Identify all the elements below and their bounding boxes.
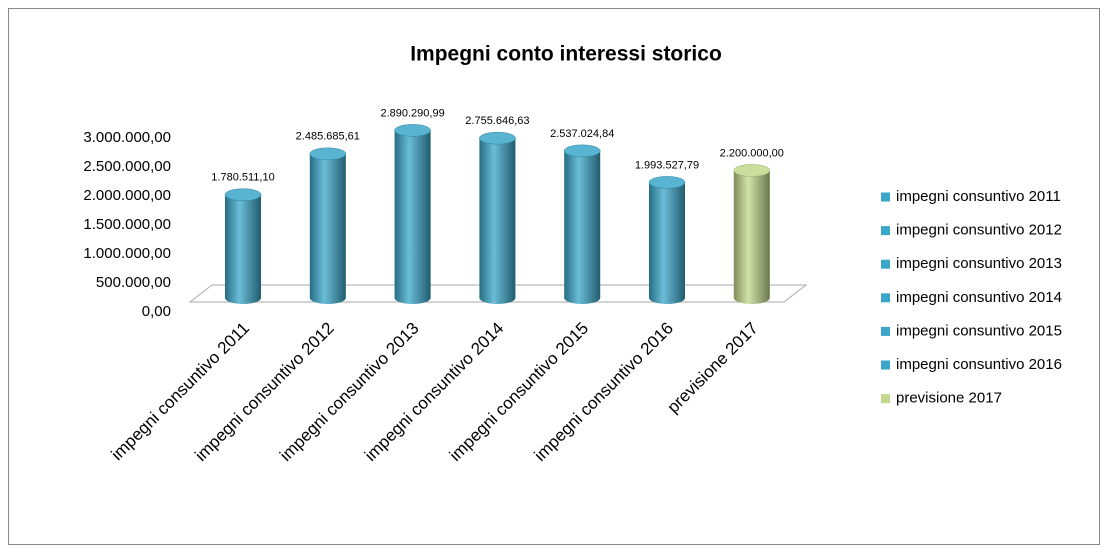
y-tick-label: 3.000.000,00 xyxy=(83,129,171,146)
cylinder xyxy=(394,124,431,304)
value-label: 2.200.000,00 xyxy=(720,147,784,159)
value-label: 2.890.290,99 xyxy=(380,107,444,119)
cylinder-body xyxy=(564,150,601,298)
cylinder-top xyxy=(224,188,262,201)
legend-swatch xyxy=(881,226,890,236)
y-tick-label: 2.500.000,00 xyxy=(83,158,171,175)
y-tick-label: 0,00 xyxy=(142,303,171,320)
cylinder-body xyxy=(225,194,261,298)
value-label: 2.485.685,61 xyxy=(296,131,360,143)
legend-label: impegni consuntivo 2011 xyxy=(896,188,1061,205)
legend-label: impegni consuntivo 2014 xyxy=(896,289,1062,306)
cylinder xyxy=(563,144,601,304)
cylinder-top xyxy=(563,144,601,158)
cylinder-body xyxy=(394,130,431,298)
legend-swatch xyxy=(881,259,890,269)
value-label: 2.537.024,84 xyxy=(550,128,614,140)
cylinder xyxy=(309,147,347,304)
cylinder-top xyxy=(479,131,516,145)
legend-swatch xyxy=(881,192,890,202)
legend-label: impegni consuntivo 2016 xyxy=(896,356,1062,373)
value-label: 1.780.511,10 xyxy=(211,172,274,184)
cylinder xyxy=(479,131,516,304)
cylinder xyxy=(733,164,771,304)
legend-swatch xyxy=(881,326,890,336)
legend-label: previsione 2017 xyxy=(896,390,1002,407)
value-label: 1.993.527,79 xyxy=(635,159,699,171)
y-tick-label: 1.000.000,00 xyxy=(83,245,171,262)
cylinder-top xyxy=(648,176,686,189)
y-tick-label: 500.000,00 xyxy=(96,274,171,291)
legend-swatch xyxy=(881,394,890,404)
cylinder-body xyxy=(733,170,770,298)
chart-title: Impegni conto interessi storico xyxy=(410,43,722,66)
legend-label: impegni consuntivo 2015 xyxy=(896,322,1062,339)
value-label: 2.755.646,63 xyxy=(465,115,529,127)
cylinder-body xyxy=(309,153,346,298)
cylinder-body xyxy=(479,138,516,298)
cylinder-body xyxy=(649,182,685,298)
cylinder-top xyxy=(733,164,771,177)
y-tick-label: 1.500.000,00 xyxy=(83,216,171,233)
legend-label: impegni consuntivo 2013 xyxy=(896,255,1062,272)
legend-label: impegni consuntivo 2012 xyxy=(896,222,1062,239)
cylinder-top xyxy=(394,124,431,137)
y-tick-label: 2.000.000,00 xyxy=(83,187,171,204)
legend-swatch xyxy=(881,360,890,370)
cylinder xyxy=(648,176,686,304)
cylinder xyxy=(224,188,262,304)
legend-swatch xyxy=(881,293,890,303)
cylinder-top xyxy=(309,147,347,161)
chart-border xyxy=(8,8,1100,545)
